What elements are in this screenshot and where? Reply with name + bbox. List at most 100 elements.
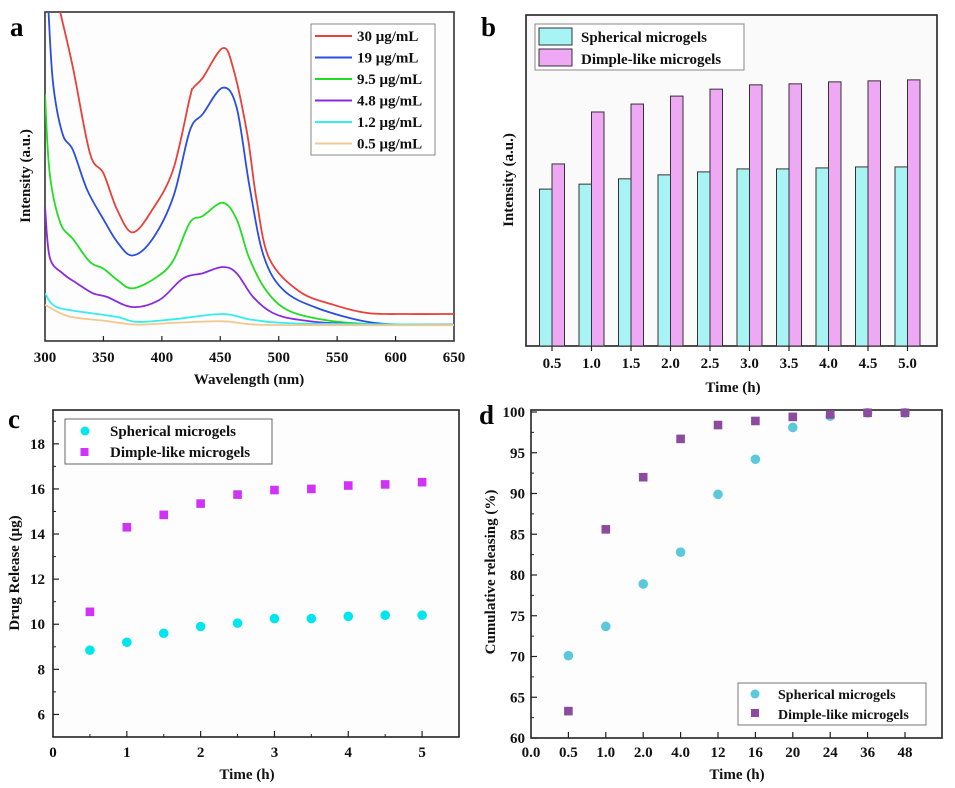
legend-marker-spherical	[80, 426, 90, 436]
panel-d-legend: Spherical microgels Dimple-like microgel…	[737, 682, 927, 726]
point-spherical-5	[417, 610, 427, 621]
legend-swatch-dimple	[538, 48, 573, 67]
y-tick-label: 18	[30, 437, 45, 453]
point-spherical-2.5	[232, 618, 243, 628]
y-tick-label: 16	[30, 482, 46, 498]
point-dimple-3	[270, 485, 279, 495]
panel-c-legend: Spherical microgels Dimple-like microgel…	[64, 418, 273, 465]
x-tick-label: 16	[748, 745, 764, 761]
legend-marker-dimple	[751, 709, 759, 717]
x-tick-label: 550	[326, 350, 349, 366]
legend-label-spherical: Spherical microgels	[110, 424, 236, 440]
point-spherical-1.5	[158, 628, 169, 639]
legend-label: 9.5 μg/mL	[357, 72, 422, 88]
point-dimple-2.0	[638, 472, 648, 482]
point-dimple-2	[196, 499, 205, 508]
spectrum-line-0_5ugml	[45, 303, 454, 327]
bar-dimple-2.5	[709, 88, 723, 347]
bar-dimple-4.5	[867, 80, 881, 347]
point-dimple-36	[863, 408, 872, 418]
legend-label: 1.2 μg/mL	[357, 115, 422, 131]
x-tick-label: 500	[267, 350, 290, 366]
bar-dimple-1.0	[591, 111, 605, 347]
bar-spherical-3.5	[776, 168, 790, 347]
bar-spherical-2.0	[657, 174, 671, 347]
point-dimple-1.0	[601, 525, 611, 534]
panel-c-xlabel: Time (h)	[219, 767, 274, 783]
x-tick-label: 2.0	[661, 356, 680, 372]
x-tick-label: 12	[711, 745, 726, 761]
legend-label-dimple: Dimple-like microgels	[110, 445, 250, 461]
spectrum-line-30ugml	[59, 12, 454, 315]
point-dimple-1	[122, 522, 132, 532]
point-spherical-4.0	[675, 547, 686, 557]
point-dimple-48	[900, 408, 910, 418]
x-tick-label: 2.5	[701, 356, 720, 372]
bar-spherical-0.5	[539, 188, 553, 347]
y-tick-label: 60	[510, 731, 525, 747]
bar-spherical-3.0	[736, 168, 750, 347]
x-tick-label: 600	[384, 350, 407, 366]
x-tick-label: 20	[785, 745, 800, 761]
y-tick-label: 14	[30, 527, 46, 543]
x-tick-label: 5	[418, 745, 426, 761]
point-dimple-1.5	[159, 510, 169, 520]
x-tick-label: 24	[823, 745, 839, 761]
bar-dimple-3.0	[749, 84, 763, 347]
point-spherical-4	[343, 611, 354, 622]
bar-spherical-1.0	[578, 183, 592, 347]
y-tick-label: 65	[510, 690, 525, 706]
legend-marker-spherical	[750, 689, 760, 699]
y-tick-label: 85	[510, 527, 525, 543]
panel-c-ylabel: Drug Release (μg)	[7, 515, 23, 630]
panel-d-ylabel: Cumulative releasing (%)	[483, 490, 499, 655]
spectrum-line-1_2ugml	[45, 292, 454, 326]
panel-a-letter: a	[10, 12, 24, 42]
point-dimple-4	[343, 481, 353, 490]
point-spherical-4.5	[380, 610, 390, 621]
point-dimple-5	[417, 477, 427, 487]
legend-label: 0.5 μg/mL	[357, 137, 422, 153]
bar-spherical-4.0	[815, 167, 829, 347]
point-spherical-1	[122, 637, 132, 648]
x-tick-label: 650	[443, 350, 466, 366]
x-tick-label: 350	[92, 350, 115, 366]
y-tick-label: 100	[503, 405, 526, 421]
point-spherical-0.5	[85, 645, 95, 655]
bar-dimple-4.0	[828, 81, 842, 347]
y-tick-label: 80	[510, 568, 525, 584]
panel-a-xlabel: Wavelength (nm)	[194, 372, 304, 388]
x-tick-label: 1.5	[622, 356, 641, 372]
legend-label: 19 μg/mL	[357, 51, 418, 67]
x-tick-label: 36	[860, 745, 876, 761]
legend-label-spherical: Spherical microgels	[778, 688, 896, 703]
point-spherical-2	[195, 621, 206, 632]
panel-a-legend: 30 μg/mL 19 μg/mL 9.5 μg/mL 4.8 μg/mL 1.2 μg…	[310, 23, 436, 156]
x-tick-label: 5.0	[898, 356, 917, 372]
panel-d-xlabel: Time (h)	[709, 767, 764, 783]
x-tick-label: 0.0	[522, 745, 541, 761]
point-spherical-1.0	[601, 621, 611, 632]
panel-a-spectra: 300 350 400 450 500 550 600 650 a Wavelength (n…	[10, 11, 466, 388]
x-tick-label: 4	[345, 745, 353, 761]
x-tick-label: 3.5	[780, 356, 799, 372]
point-dimple-16	[751, 416, 760, 426]
point-dimple-2.5	[233, 490, 242, 499]
panel-d-scatter: 0.0 0.5 1.0 2.0 4.0 12 16 20 24 36 48 60 65 70 75 80 85 9…	[479, 400, 943, 783]
point-dimple-4.5	[380, 480, 390, 489]
legend-label-spherical: Spherical microgels	[581, 30, 707, 46]
point-dimple-24	[825, 410, 835, 419]
legend-label-dimple: Dimple-like microgels	[581, 52, 721, 68]
x-tick-label: 0.5	[543, 356, 562, 372]
panel-c-legend-box	[64, 418, 273, 465]
panel-b-xlabel: Time (h)	[705, 380, 760, 396]
bar-spherical-4.5	[855, 166, 869, 347]
point-spherical-3.5	[306, 613, 317, 624]
legend-label: 30 μg/mL	[357, 29, 418, 45]
panel-a-legend-box	[310, 23, 436, 156]
point-spherical-20	[788, 422, 798, 433]
bar-dimple-2.0	[670, 95, 684, 347]
spectrum-line-19ugml	[47, 12, 454, 326]
bar-dimple-1.5	[630, 103, 644, 347]
